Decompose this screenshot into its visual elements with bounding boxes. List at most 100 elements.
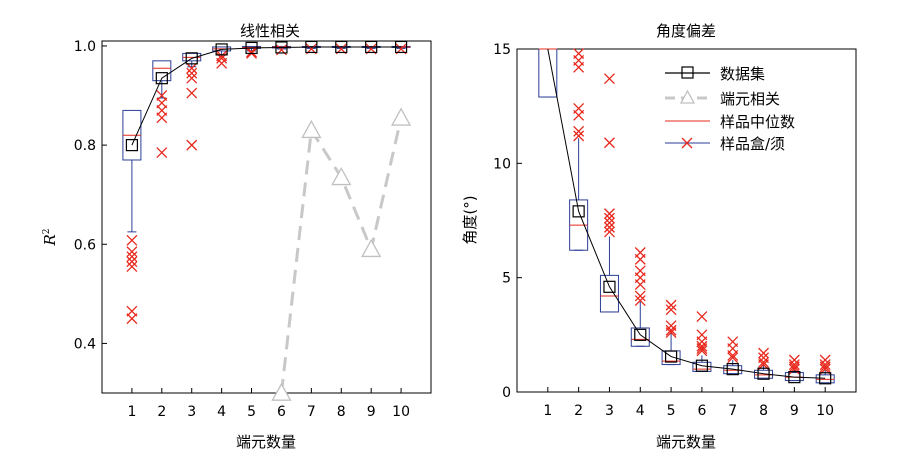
right-outlier-marker bbox=[665, 299, 677, 311]
right-panel: 角度偏差 0 5 10 15 1 2 3 4 5 6 7 8 9 10 端元数量 角度(°) 数据集 端… bbox=[461, 22, 857, 451]
right-outlier-marker bbox=[727, 349, 739, 361]
right-box bbox=[599, 274, 619, 313]
legend-label-dataset: 数据集 bbox=[720, 65, 765, 83]
right-outlier-marker bbox=[573, 109, 585, 121]
left-outlier-marker bbox=[126, 246, 138, 258]
left-y-axis-label-main: R bbox=[41, 234, 59, 246]
right-dataset-series bbox=[547, 48, 832, 385]
legend-label-median: 样品中位数 bbox=[720, 113, 795, 131]
right-dataset-marker bbox=[726, 363, 739, 376]
left-outlier-marker bbox=[186, 62, 198, 74]
right-outlier-marker bbox=[573, 130, 585, 142]
right-outlier-marker bbox=[819, 359, 831, 371]
left-outlier-marker bbox=[126, 261, 138, 273]
left-endmember-marker bbox=[361, 238, 382, 258]
right-outlier-marker bbox=[696, 340, 708, 352]
left-outlier-marker bbox=[186, 87, 198, 99]
left-outlier-marker bbox=[216, 57, 228, 69]
left-dataset-series bbox=[125, 40, 408, 152]
legend-item-dataset: 数据集 bbox=[665, 65, 765, 83]
left-dataset-marker bbox=[305, 40, 318, 54]
right-outlier-marker bbox=[758, 347, 770, 359]
left-y-axis-label: R2 bbox=[41, 228, 59, 246]
left-x-tick-label: 2 bbox=[157, 404, 166, 420]
right-outlier-marker bbox=[727, 352, 739, 364]
legend-item-median: 样品中位数 bbox=[665, 113, 795, 131]
right-outlier-marker bbox=[634, 290, 646, 302]
left-x-tick-label: 4 bbox=[217, 404, 226, 420]
right-x-tick-label: 9 bbox=[790, 403, 799, 419]
right-outlier-marker bbox=[634, 295, 646, 306]
right-dataset-marker bbox=[788, 371, 801, 384]
left-dataset-marker bbox=[394, 40, 408, 54]
right-y-axis-label: 角度(°) bbox=[461, 195, 479, 244]
left-endmember-marker bbox=[331, 166, 352, 186]
left-x-tick-label: 9 bbox=[367, 404, 376, 420]
right-x-tick-label: 8 bbox=[759, 403, 768, 419]
legend-label-endmember: 端元相关 bbox=[720, 90, 780, 108]
left-dataset-marker bbox=[215, 43, 228, 56]
right-outlier-marker bbox=[696, 311, 708, 322]
left-x-tick-label: 1 bbox=[127, 404, 136, 420]
left-x-axis-label: 端元数量 bbox=[236, 433, 296, 451]
right-x-tick-label: 5 bbox=[667, 403, 676, 419]
right-dataset-marker bbox=[572, 205, 585, 218]
right-box bbox=[723, 365, 743, 375]
right-x-tick-label: 7 bbox=[728, 403, 737, 419]
right-outlier-marker bbox=[603, 226, 615, 238]
right-x-axis: 1 2 3 4 5 6 7 8 9 10 bbox=[543, 387, 834, 419]
left-dataset-marker bbox=[365, 40, 378, 54]
left-outlier-marker bbox=[126, 256, 138, 268]
left-plot-frame bbox=[101, 40, 432, 394]
right-outlier-marker bbox=[603, 73, 615, 85]
right-dataset-marker bbox=[664, 350, 678, 363]
right-outlier-marker bbox=[634, 253, 646, 265]
right-outlier-marker bbox=[665, 324, 677, 336]
left-outlier-marker bbox=[156, 112, 168, 124]
right-outlier-marker bbox=[788, 359, 800, 371]
left-outlier-marker bbox=[186, 139, 198, 151]
right-y-axis: 0 5 10 15 bbox=[493, 42, 522, 401]
right-y-tick-label: 0 bbox=[502, 385, 511, 401]
right-plot-frame bbox=[516, 48, 857, 393]
right-outlier-marker bbox=[696, 345, 708, 357]
right-outlier-marker bbox=[603, 221, 615, 233]
right-x-tick-label: 1 bbox=[543, 403, 552, 419]
left-dataset-marker bbox=[125, 139, 139, 152]
right-dataset-marker bbox=[757, 367, 770, 380]
right-dataset-marker bbox=[634, 328, 647, 341]
right-x-tick-label: 6 bbox=[697, 403, 706, 419]
left-endmember-marker bbox=[301, 119, 322, 139]
left-outlier-marker bbox=[156, 147, 168, 159]
right-box bbox=[815, 374, 835, 384]
left-endmember-marker bbox=[271, 382, 292, 401]
left-dataset-marker bbox=[335, 40, 348, 54]
right-y-tick-label: 10 bbox=[493, 156, 511, 172]
right-dataset-marker bbox=[819, 372, 832, 385]
right-chart-title: 角度偏差 bbox=[656, 22, 716, 40]
left-x-tick-label: 6 bbox=[277, 404, 286, 420]
left-x-tick-label: 5 bbox=[247, 404, 256, 420]
left-y-axis: 0.4 0.6 0.8 1.0 bbox=[74, 39, 107, 352]
left-outlier-marker bbox=[126, 313, 138, 325]
left-dataset-line bbox=[131, 46, 402, 146]
right-outlier-marker bbox=[788, 361, 800, 373]
right-outlier-marker bbox=[696, 343, 708, 355]
legend-cross-marker bbox=[681, 137, 693, 149]
right-outlier-marker bbox=[603, 212, 615, 224]
right-outlier-marker bbox=[573, 125, 585, 137]
left-box bbox=[152, 60, 172, 82]
legend-item-endmember: 端元相关 bbox=[665, 89, 780, 108]
right-x-tick-label: 10 bbox=[816, 403, 834, 419]
left-x-tick-label: 10 bbox=[392, 404, 410, 420]
left-dataset-marker bbox=[155, 72, 168, 85]
left-y-tick-label: 1.0 bbox=[74, 39, 96, 55]
right-outlier-marker bbox=[603, 217, 615, 229]
right-x-tick-label: 3 bbox=[605, 403, 614, 419]
right-x-tick-label: 4 bbox=[636, 403, 645, 419]
left-y-axis-label-sup: 2 bbox=[42, 228, 52, 234]
right-outlier-marker bbox=[634, 279, 646, 290]
left-endmember-marker bbox=[390, 107, 412, 126]
left-panel: 线性相关 0.40.60.81.0 1 2 3 4 5 6 7 8 9 10 端元数量 R2 bbox=[41, 22, 432, 451]
right-outlier-marker bbox=[819, 361, 831, 373]
